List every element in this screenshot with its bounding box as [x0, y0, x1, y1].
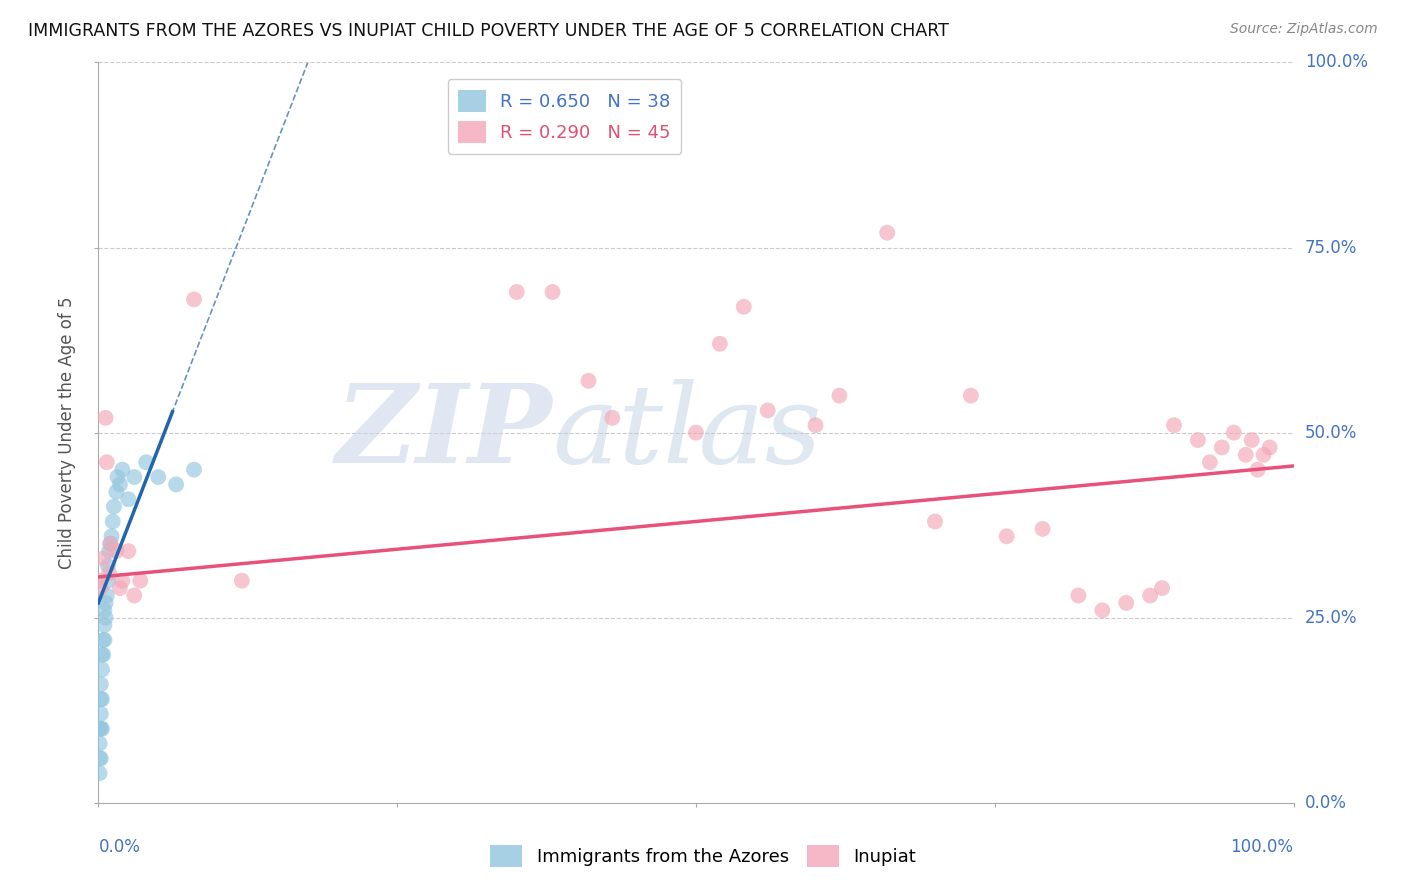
Point — [98, 536, 122, 550]
Point — [1032, 522, 1054, 536]
Point — [90, 722, 112, 736]
Point — [1199, 455, 1222, 469]
Point — [1223, 425, 1246, 440]
Point — [117, 544, 139, 558]
Point — [685, 425, 707, 440]
Point — [231, 574, 253, 588]
Point — [1240, 433, 1263, 447]
Point — [103, 500, 125, 514]
Point — [90, 692, 112, 706]
Text: 25.0%: 25.0% — [1305, 608, 1357, 627]
Point — [108, 581, 131, 595]
Point — [709, 336, 731, 351]
Point — [1258, 441, 1281, 455]
Point — [1139, 589, 1161, 603]
Point — [89, 574, 111, 588]
Text: 0.0%: 0.0% — [1305, 794, 1347, 812]
Point — [1163, 418, 1185, 433]
Point — [105, 544, 128, 558]
Point — [91, 648, 114, 662]
Point — [89, 751, 111, 765]
Text: atlas: atlas — [553, 379, 823, 486]
Point — [1211, 441, 1233, 455]
Point — [90, 581, 112, 595]
Point — [91, 692, 114, 706]
Point — [96, 589, 118, 603]
Point — [101, 515, 124, 529]
Point — [1152, 581, 1174, 595]
Point — [1247, 462, 1270, 476]
Point — [94, 610, 117, 624]
Point — [91, 551, 114, 566]
Text: Source: ZipAtlas.com: Source: ZipAtlas.com — [1230, 22, 1378, 37]
Point — [183, 462, 205, 476]
Point — [90, 706, 112, 721]
Point — [105, 484, 128, 499]
Point — [541, 285, 564, 299]
Text: IMMIGRANTS FROM THE AZORES VS INUPIAT CHILD POVERTY UNDER THE AGE OF 5 CORRELATI: IMMIGRANTS FROM THE AZORES VS INUPIAT CH… — [28, 22, 949, 40]
Point — [124, 589, 146, 603]
Point — [148, 470, 170, 484]
Point — [97, 574, 120, 588]
Point — [506, 285, 529, 299]
Point — [756, 403, 779, 417]
Point — [1187, 433, 1209, 447]
Point — [733, 300, 755, 314]
Point — [1091, 603, 1114, 617]
Point — [111, 462, 134, 476]
Text: 100.0%: 100.0% — [1230, 838, 1294, 855]
Point — [111, 574, 134, 588]
Point — [98, 544, 121, 558]
Point — [1115, 596, 1137, 610]
Point — [91, 663, 114, 677]
Point — [995, 529, 1018, 543]
Point — [183, 293, 205, 307]
Point — [129, 574, 152, 588]
Point — [93, 618, 115, 632]
Text: 50.0%: 50.0% — [1305, 424, 1357, 442]
Point — [1067, 589, 1090, 603]
Point — [107, 470, 129, 484]
Point — [91, 632, 114, 647]
Point — [89, 737, 111, 751]
Point — [124, 470, 146, 484]
Point — [91, 722, 114, 736]
Text: ZIP: ZIP — [336, 379, 553, 486]
Point — [960, 388, 983, 402]
Point — [94, 596, 117, 610]
Point — [89, 722, 111, 736]
Point — [828, 388, 851, 402]
Point — [89, 766, 111, 780]
Point — [924, 515, 946, 529]
Point — [876, 226, 898, 240]
Legend: Immigrants from the Azores, Inupiat: Immigrants from the Azores, Inupiat — [482, 838, 924, 874]
Point — [96, 455, 118, 469]
Point — [91, 648, 114, 662]
Point — [135, 455, 157, 469]
Point — [90, 677, 112, 691]
Point — [1253, 448, 1275, 462]
Point — [165, 477, 187, 491]
Legend: R = 0.650   N = 38, R = 0.290   N = 45: R = 0.650 N = 38, R = 0.290 N = 45 — [447, 78, 682, 153]
Point — [804, 418, 827, 433]
Point — [100, 529, 122, 543]
Text: 100.0%: 100.0% — [1305, 54, 1368, 71]
Point — [98, 566, 121, 581]
Point — [93, 603, 115, 617]
Point — [93, 632, 115, 647]
Text: 75.0%: 75.0% — [1305, 238, 1357, 257]
Point — [97, 558, 120, 573]
Point — [94, 410, 117, 425]
Point — [602, 410, 624, 425]
Point — [1234, 448, 1257, 462]
Point — [90, 751, 112, 765]
Text: 0.0%: 0.0% — [98, 838, 141, 855]
Point — [98, 536, 122, 550]
Point — [108, 477, 131, 491]
Point — [117, 492, 139, 507]
Y-axis label: Child Poverty Under the Age of 5: Child Poverty Under the Age of 5 — [58, 296, 76, 569]
Point — [578, 374, 600, 388]
